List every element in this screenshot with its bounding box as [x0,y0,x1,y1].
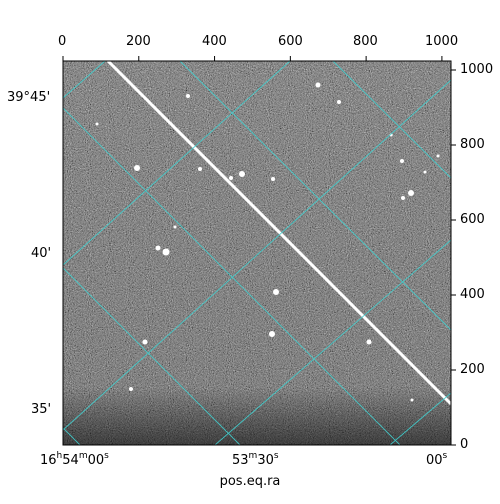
ra-label-mid: 53m30s [232,451,279,468]
top-tick-label: 600 [278,34,303,49]
dec-label: 40' [31,246,52,261]
right-tick-label: 0 [460,437,469,452]
right-tick-label: 1000 [460,62,494,77]
plot-frame [62,60,452,446]
right-tick-label: 800 [460,137,485,152]
top-tick-label: 800 [353,34,378,49]
ra-label-right: 00s [426,451,448,468]
dec-label: 35' [31,402,52,417]
top-tick-label: 400 [202,34,227,49]
x-axis-label: pos.eq.ra [219,474,281,489]
top-tick-label: 1000 [425,34,459,49]
top-tick-label: 200 [126,34,151,49]
right-tick-label: 400 [460,287,485,302]
stars [95,82,440,402]
axis-ticks [62,56,456,446]
right-tick-label: 200 [460,362,485,377]
ra-label-left: 16h54m00s [40,451,109,468]
right-tick-label: 600 [460,212,485,227]
top-tick-label: 0 [58,34,67,49]
satellite-streak [106,61,451,406]
dec-label: 39°45' [7,90,51,105]
sky-image [63,61,451,445]
coordinate-grid [63,61,451,445]
